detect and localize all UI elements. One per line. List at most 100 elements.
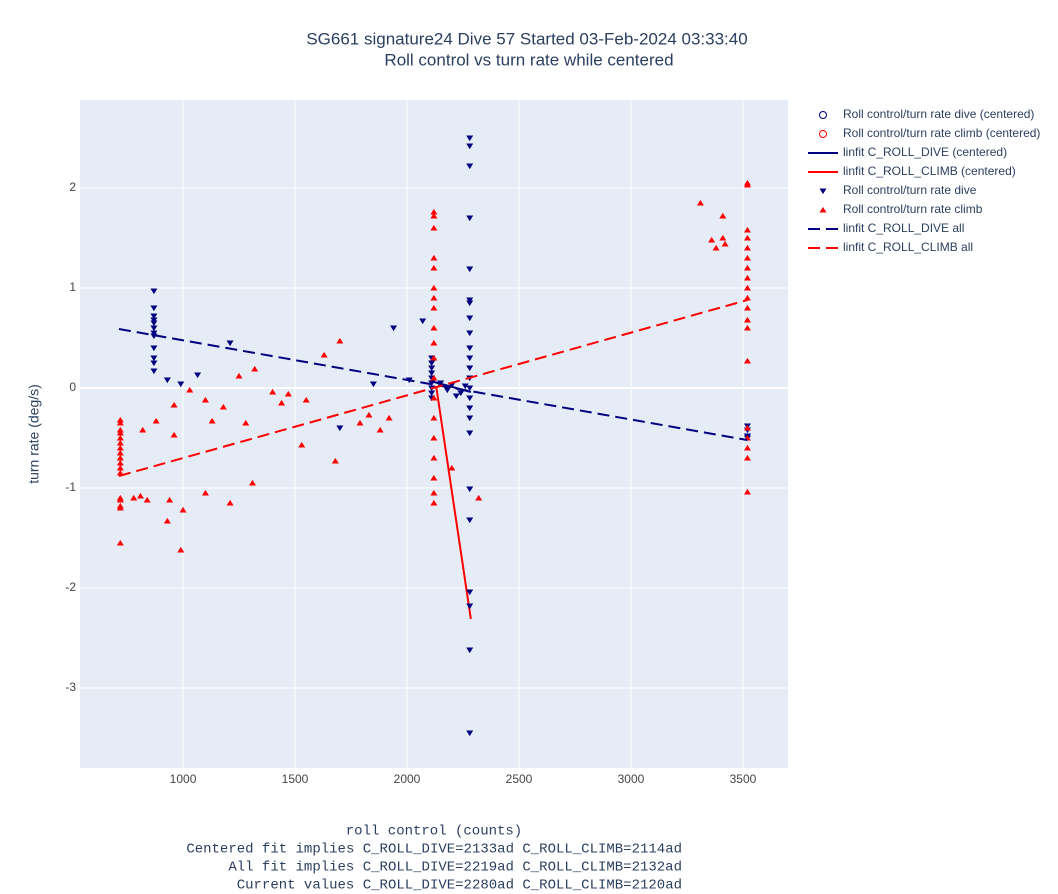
marker [466,430,474,437]
x-axis-title: roll control (counts) [346,824,522,840]
marker [430,474,438,481]
marker [430,489,438,496]
marker [743,357,751,364]
y-tick-label: -3 [65,680,76,694]
marker [430,212,438,219]
marker [466,415,474,422]
x-tick-label: 3000 [618,772,645,786]
marker [116,449,124,456]
marker [430,264,438,271]
marker [466,355,474,362]
marker [430,284,438,291]
marker [302,396,310,403]
marker [298,441,306,448]
marker [226,340,234,347]
marker [116,444,124,451]
marker [163,377,171,384]
marker [466,163,474,170]
marker [143,496,151,503]
plot-area [80,100,788,768]
marker [437,380,445,387]
marker [428,390,436,397]
marker [466,215,474,222]
marker [466,135,474,142]
marker [150,355,158,362]
marker [116,416,124,423]
marker [430,224,438,231]
marker [430,254,438,261]
marker [284,390,292,397]
marker [320,351,328,358]
x-tick-label: 1500 [282,772,309,786]
y-tick-label: -2 [65,580,76,594]
marker [130,494,138,501]
marker [475,494,483,501]
marker [466,266,474,273]
marker [466,330,474,337]
marker [743,244,751,251]
marker [248,479,256,486]
marker [430,434,438,441]
marker [116,434,124,441]
marker [369,381,377,388]
marker [116,504,124,511]
marker [743,254,751,261]
marker [430,354,438,361]
marker [139,426,147,433]
marker [466,486,474,493]
marker [743,454,751,461]
marker [150,320,158,327]
marker [721,240,729,247]
legend-label: linfit C_ROLL_DIVE all [843,221,964,235]
legend-label: linfit C_ROLL_CLIMB all [843,240,973,254]
y-tick-label: -1 [65,480,76,494]
marker [170,431,178,438]
marker [278,399,286,406]
y-tick-label: 1 [69,280,76,294]
marker [452,393,460,400]
marker [336,337,344,344]
marker [331,457,339,464]
x-tick-label: 2500 [506,772,533,786]
marker [201,396,209,403]
annotation: Current values C_ROLL_DIVE=2280ad C_ROLL… [237,878,682,894]
marker [743,444,751,451]
marker [466,143,474,150]
marker [116,454,124,461]
marker [428,360,436,367]
marker [466,300,474,307]
marker [743,284,751,291]
fit-line [118,328,748,441]
marker [696,199,704,206]
marker [116,539,124,546]
marker [251,365,259,372]
marker [430,454,438,461]
marker [466,589,474,596]
marker [150,360,158,367]
marker [385,414,393,421]
marker [116,459,124,466]
marker [116,496,124,503]
marker [336,425,344,432]
legend-label: Roll control/turn rate climb (centered) [843,126,1040,140]
marker [443,387,451,394]
legend-label: linfit C_ROLL_DIVE (centered) [843,145,1007,159]
marker [743,226,751,233]
marker [150,305,158,312]
marker [430,294,438,301]
marker [466,603,474,610]
marker [163,517,171,524]
marker [743,324,751,331]
y-tick-label: 2 [69,180,76,194]
marker [116,439,124,446]
marker [743,488,751,495]
marker [150,288,158,295]
marker [466,517,474,524]
marker [428,370,436,377]
marker [116,419,124,426]
marker [150,368,158,375]
x-tick-label: 3500 [730,772,757,786]
marker [466,730,474,737]
marker [712,244,720,251]
marker [194,372,202,379]
